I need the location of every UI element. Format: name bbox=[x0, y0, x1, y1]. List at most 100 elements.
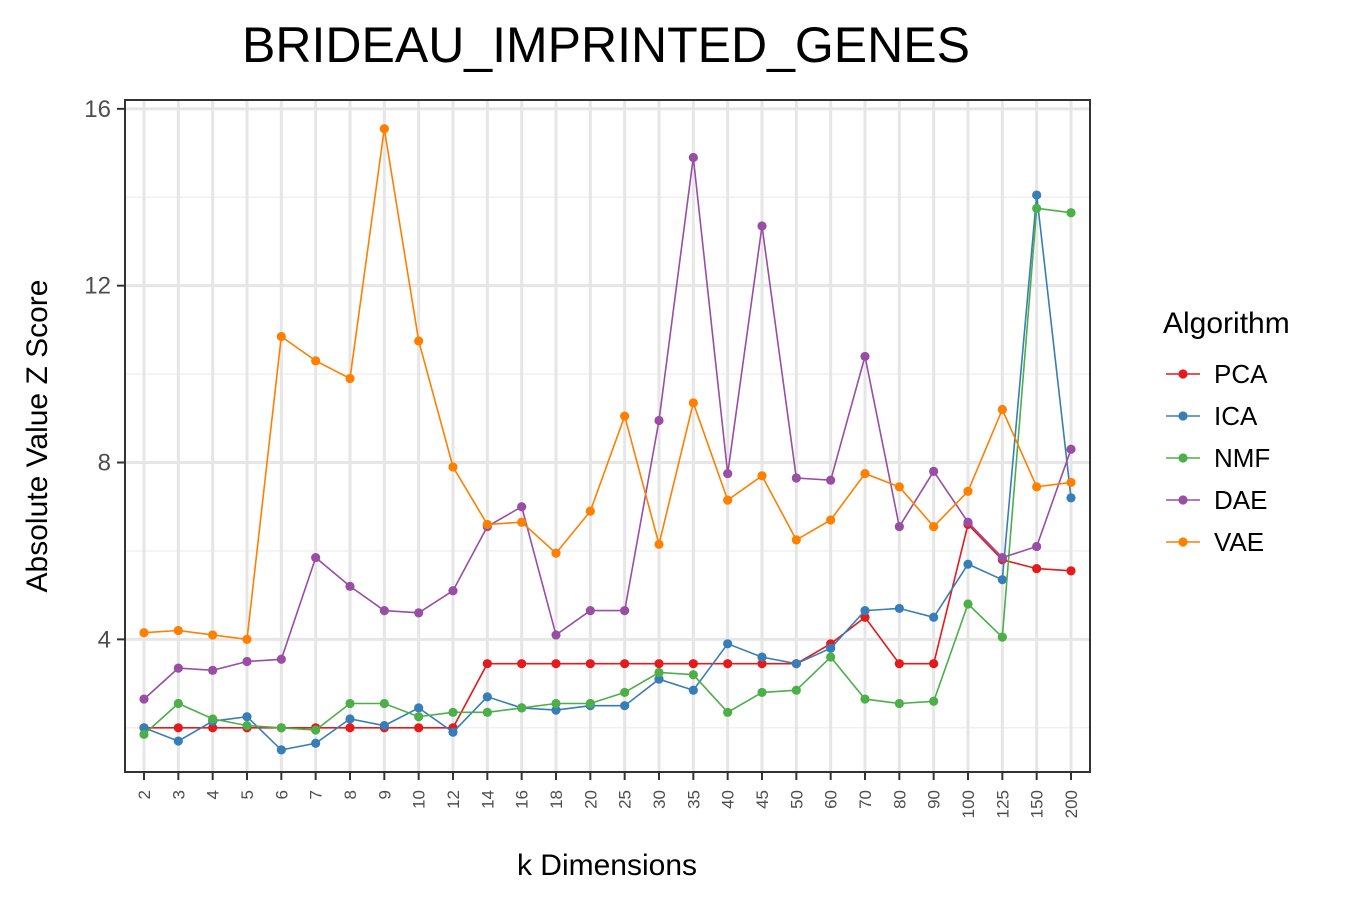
data-point-dae bbox=[997, 552, 1007, 563]
data-point-nmf bbox=[1066, 208, 1076, 218]
data-point-vae bbox=[723, 495, 733, 505]
data-point-nmf bbox=[654, 667, 664, 678]
data-point-ica bbox=[620, 701, 630, 711]
legend-item-vae: VAE bbox=[1166, 527, 1264, 557]
x-tick-label: 70 bbox=[856, 790, 875, 809]
data-point-pca bbox=[929, 659, 939, 669]
data-point-ica bbox=[826, 643, 836, 653]
data-point-pca bbox=[1066, 566, 1076, 576]
data-point-nmf bbox=[791, 685, 801, 695]
data-point-ica bbox=[276, 745, 286, 755]
data-point-dae bbox=[688, 152, 698, 163]
data-point-ica bbox=[860, 606, 870, 616]
data-point-vae bbox=[688, 398, 698, 408]
legend-label: VAE bbox=[1214, 527, 1264, 557]
legend-item-ica: ICA bbox=[1166, 401, 1258, 431]
series-ica bbox=[139, 190, 1076, 755]
data-point-vae bbox=[620, 411, 630, 421]
data-point-vae bbox=[585, 506, 595, 516]
data-point-pca bbox=[551, 659, 561, 669]
data-point-pca bbox=[173, 723, 183, 733]
data-point-dae bbox=[414, 608, 424, 618]
data-point-pca bbox=[208, 723, 218, 733]
data-point-dae bbox=[1032, 541, 1042, 552]
data-point-nmf bbox=[963, 599, 973, 609]
data-point-vae bbox=[826, 515, 836, 525]
data-point-vae bbox=[963, 486, 973, 496]
data-point-ica bbox=[173, 736, 183, 746]
y-tick-label: 16 bbox=[84, 96, 111, 123]
data-point-ica bbox=[139, 723, 149, 733]
data-point-nmf bbox=[517, 703, 527, 713]
data-point-ica bbox=[963, 559, 973, 569]
data-point-vae bbox=[414, 336, 424, 346]
data-point-dae bbox=[620, 606, 630, 616]
x-tick-label: 8 bbox=[341, 790, 360, 799]
x-tick-label: 40 bbox=[719, 790, 738, 809]
y-tick-label: 8 bbox=[98, 450, 111, 477]
x-tick-label: 25 bbox=[616, 790, 635, 809]
data-point-nmf bbox=[757, 687, 767, 698]
series-vae bbox=[139, 124, 1076, 644]
legend-title: Algorithm bbox=[1163, 307, 1290, 340]
data-point-vae bbox=[139, 628, 149, 638]
data-point-ica bbox=[1032, 190, 1042, 200]
x-tick-label: 12 bbox=[444, 790, 463, 809]
data-point-ica bbox=[757, 652, 767, 662]
y-tick-label: 12 bbox=[84, 273, 111, 300]
data-point-dae bbox=[860, 351, 870, 362]
data-point-ica bbox=[929, 612, 939, 622]
data-point-ica bbox=[894, 603, 904, 614]
data-point-ica bbox=[1066, 493, 1076, 503]
data-point-vae bbox=[311, 356, 321, 366]
data-point-vae bbox=[517, 517, 527, 527]
data-point-nmf bbox=[826, 652, 836, 662]
data-point-dae bbox=[517, 502, 527, 512]
data-point-dae bbox=[276, 654, 286, 664]
data-point-ica bbox=[551, 705, 561, 715]
data-point-dae bbox=[173, 663, 183, 673]
data-point-dae bbox=[551, 630, 561, 640]
data-point-dae bbox=[723, 468, 733, 479]
legend-label: PCA bbox=[1214, 359, 1268, 389]
legend-key-point bbox=[1178, 411, 1188, 421]
data-point-vae bbox=[379, 124, 389, 134]
x-tick-label: 150 bbox=[1028, 790, 1047, 818]
data-point-dae bbox=[929, 466, 939, 476]
data-point-dae bbox=[894, 522, 904, 532]
data-point-pca bbox=[860, 612, 870, 622]
x-tick-label: 2 bbox=[135, 790, 154, 799]
data-point-dae bbox=[379, 606, 389, 616]
data-point-pca bbox=[688, 659, 698, 669]
x-tick-label: 9 bbox=[375, 790, 394, 799]
x-tick-label: 45 bbox=[753, 790, 772, 809]
data-point-ica bbox=[379, 720, 389, 731]
data-point-nmf bbox=[311, 725, 321, 735]
data-point-ica bbox=[997, 575, 1007, 585]
y-axis-title: Absolute Value Z Score bbox=[21, 280, 54, 593]
data-point-nmf bbox=[929, 696, 939, 706]
legend-item-dae: DAE bbox=[1166, 485, 1267, 515]
data-point-vae bbox=[791, 535, 801, 545]
data-point-nmf bbox=[620, 687, 630, 698]
legend-key-point bbox=[1178, 453, 1188, 463]
series-line-nmf bbox=[143, 207, 1072, 735]
data-point-dae bbox=[585, 606, 595, 616]
data-point-nmf bbox=[551, 698, 561, 709]
data-point-vae bbox=[860, 468, 870, 479]
data-point-nmf bbox=[585, 698, 595, 709]
x-tick-label: 20 bbox=[581, 790, 600, 809]
series-dae bbox=[139, 152, 1076, 704]
x-tick-label: 7 bbox=[307, 790, 326, 799]
data-point-nmf bbox=[139, 729, 149, 740]
data-point-nmf bbox=[414, 712, 424, 722]
data-point-vae bbox=[482, 519, 492, 530]
data-point-pca bbox=[654, 659, 664, 669]
data-point-vae bbox=[345, 373, 355, 384]
x-tick-label: 80 bbox=[890, 790, 909, 809]
data-point-nmf bbox=[482, 707, 492, 717]
data-point-pca bbox=[620, 659, 630, 669]
series bbox=[139, 124, 1076, 755]
data-point-vae bbox=[929, 522, 939, 532]
data-point-vae bbox=[1032, 482, 1042, 492]
